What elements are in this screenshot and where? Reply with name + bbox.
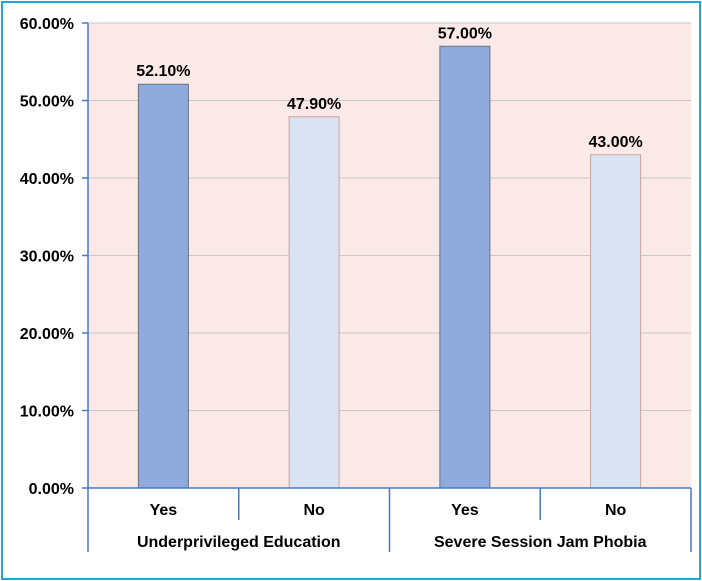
y-tick-label: 30.00% — [20, 249, 74, 266]
bar — [288, 116, 340, 489]
x-category-label: No — [303, 502, 325, 519]
data-labels: 52.10% 47.90% 57.00% 43.00% — [136, 25, 643, 151]
y-tick-label: 60.00% — [20, 16, 74, 33]
x-category-label: No — [605, 502, 627, 519]
y-tick-label: 10.00% — [20, 404, 74, 421]
y-tick-label: 50.00% — [20, 94, 74, 111]
y-tick-label: 0.00% — [29, 481, 74, 498]
data-label: 57.00% — [438, 25, 492, 42]
bar — [439, 45, 491, 489]
x-group-label: Underprivileged Education — [137, 534, 341, 551]
x-category-label: Yes — [451, 502, 479, 519]
y-tick-label: 40.00% — [20, 171, 74, 188]
x-category-label: Yes — [150, 502, 178, 519]
x-group-label: Severe Session Jam Phobia — [434, 534, 647, 551]
axes — [82, 22, 692, 552]
bars — [137, 45, 642, 489]
x-category-labels: Yes No Yes No Underprivileged Education Sever… — [137, 502, 647, 551]
data-label: 47.90% — [287, 96, 341, 113]
data-label: 52.10% — [136, 63, 190, 80]
y-tick-label: 20.00% — [20, 326, 74, 343]
bar — [590, 154, 642, 489]
data-label: 43.00% — [588, 134, 642, 151]
bar — [137, 83, 189, 489]
y-tick-labels: 0.00% 10.00% 20.00% 30.00% 40.00% 50.00% 60.00… — [20, 16, 74, 498]
